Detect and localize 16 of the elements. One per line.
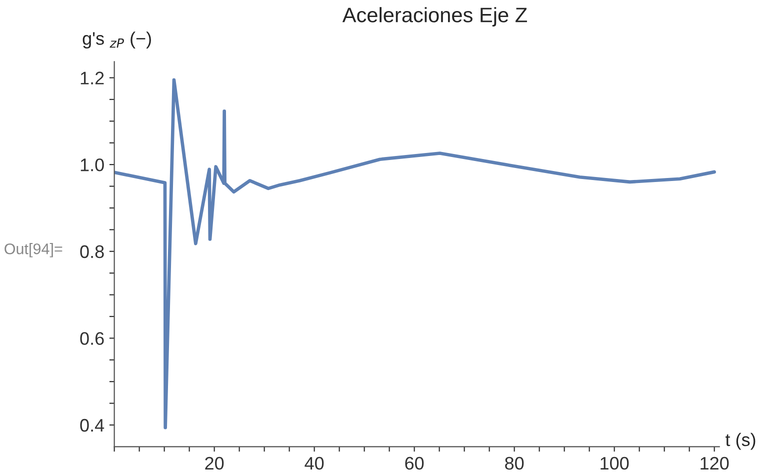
x-tick-label: 80 <box>505 456 524 470</box>
y-tick-label: 0.6 <box>80 332 104 345</box>
x-tick-label: 100 <box>600 456 629 470</box>
y-axis-title: g's $_{zP}$ (−) <box>82 32 151 48</box>
x-tick-label: 40 <box>304 456 324 470</box>
x-tick-label: 60 <box>405 456 424 470</box>
x-axis-title: t (s) <box>726 432 756 450</box>
text: Out[94]= <box>4 243 62 258</box>
x-tick-label: 20 <box>205 456 224 470</box>
y-tick-label: 0.8 <box>80 245 104 258</box>
line-series <box>114 78 716 430</box>
x-tick-label: 120 <box>700 456 729 470</box>
y-tick-label: 0.4 <box>80 418 104 432</box>
chart-title: Aceleraciones Eje Z <box>342 7 527 26</box>
y-tick-label: 1.0 <box>80 158 104 172</box>
y-tick-label: 1.2 <box>80 72 104 84</box>
